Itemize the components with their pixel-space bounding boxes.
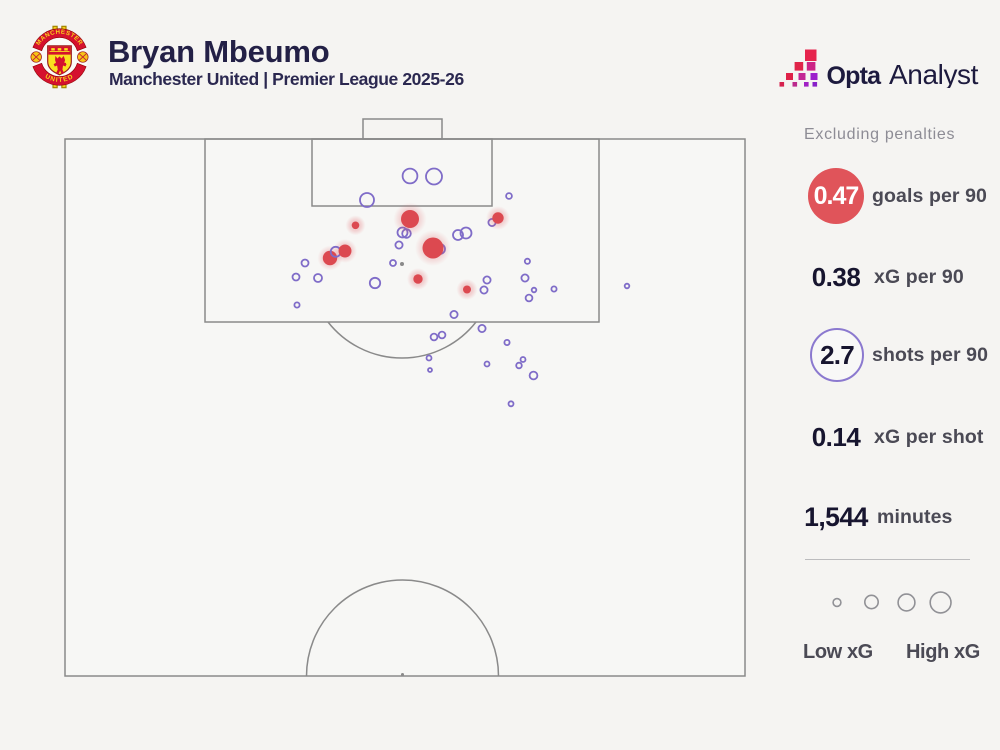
svg-text:UNITED: UNITED <box>44 73 76 84</box>
svg-text:Opta: Opta <box>827 62 883 88</box>
svg-text:Analyst: Analyst <box>889 59 979 88</box>
